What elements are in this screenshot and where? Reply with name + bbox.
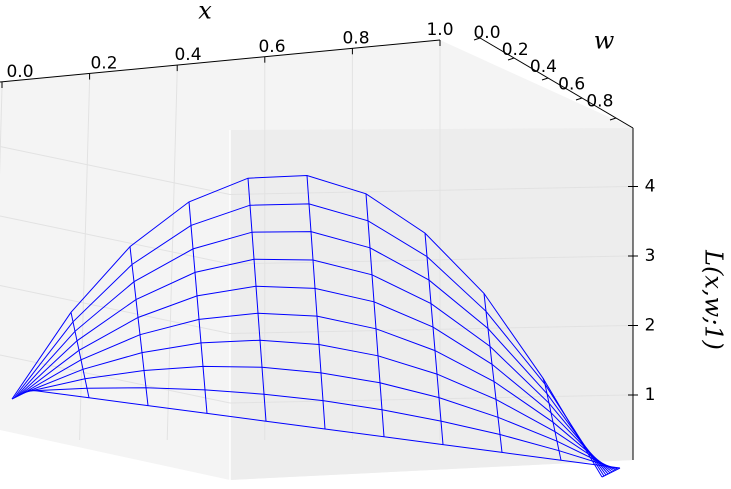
w-tick-label: 0.4	[530, 57, 557, 77]
w-tick	[575, 97, 583, 101]
wire-line-x	[306, 175, 326, 430]
x-axis-line	[0, 39, 441, 83]
wire-line-x	[483, 293, 503, 453]
wire-line-x	[365, 193, 385, 437]
x-tick-label: 1.0	[426, 20, 453, 40]
wire-line-x	[11, 389, 31, 400]
z-grid-line	[229, 394, 629, 404]
z-grid-line	[0, 285, 231, 334]
w-tick	[507, 57, 515, 61]
z-tick-label: 4	[645, 177, 656, 197]
w-tick-label: 0.2	[502, 40, 529, 60]
wire-line-x	[247, 178, 267, 422]
w-tick-label: 0.8	[586, 91, 613, 111]
z-grid-line	[0, 354, 231, 404]
z-axis-label: L(x,w;1)	[700, 249, 728, 350]
x-tick-label: 0.2	[90, 54, 117, 74]
w-tick-label: 0.6	[558, 74, 585, 94]
z-tick-label: 1	[645, 385, 656, 405]
z-grid-line	[0, 146, 231, 195]
w-tick	[473, 37, 481, 41]
w-axis-line	[479, 37, 634, 129]
wire-line-x	[70, 312, 90, 398]
z-tick-label: 2	[645, 316, 656, 336]
wire-line-x	[601, 467, 621, 478]
z-grid-line	[229, 325, 629, 334]
x-tick-label: 0.6	[258, 37, 285, 57]
x-axis-label: x	[198, 0, 212, 25]
wire-line-x	[188, 201, 208, 414]
w-tick	[541, 77, 549, 81]
w-axis-label: w	[594, 27, 615, 55]
w-tick-label: 0.0	[473, 23, 500, 43]
z-tick-label: 3	[645, 246, 656, 266]
z-grid-line	[0, 215, 231, 265]
wire-line-x	[542, 378, 562, 461]
x-tick-label: 0.4	[174, 45, 201, 65]
w-tick	[609, 117, 617, 121]
wire-line-x	[129, 246, 149, 406]
wire-line-x	[424, 233, 444, 445]
z-grid-line	[229, 186, 629, 195]
z-grid-line	[229, 255, 629, 265]
x-tick-label: 0.8	[342, 28, 369, 48]
x-tick-label: 0.0	[6, 62, 33, 82]
x-grid-line	[166, 71, 178, 441]
grid	[0, 37, 638, 441]
wireframe	[11, 174, 621, 478]
